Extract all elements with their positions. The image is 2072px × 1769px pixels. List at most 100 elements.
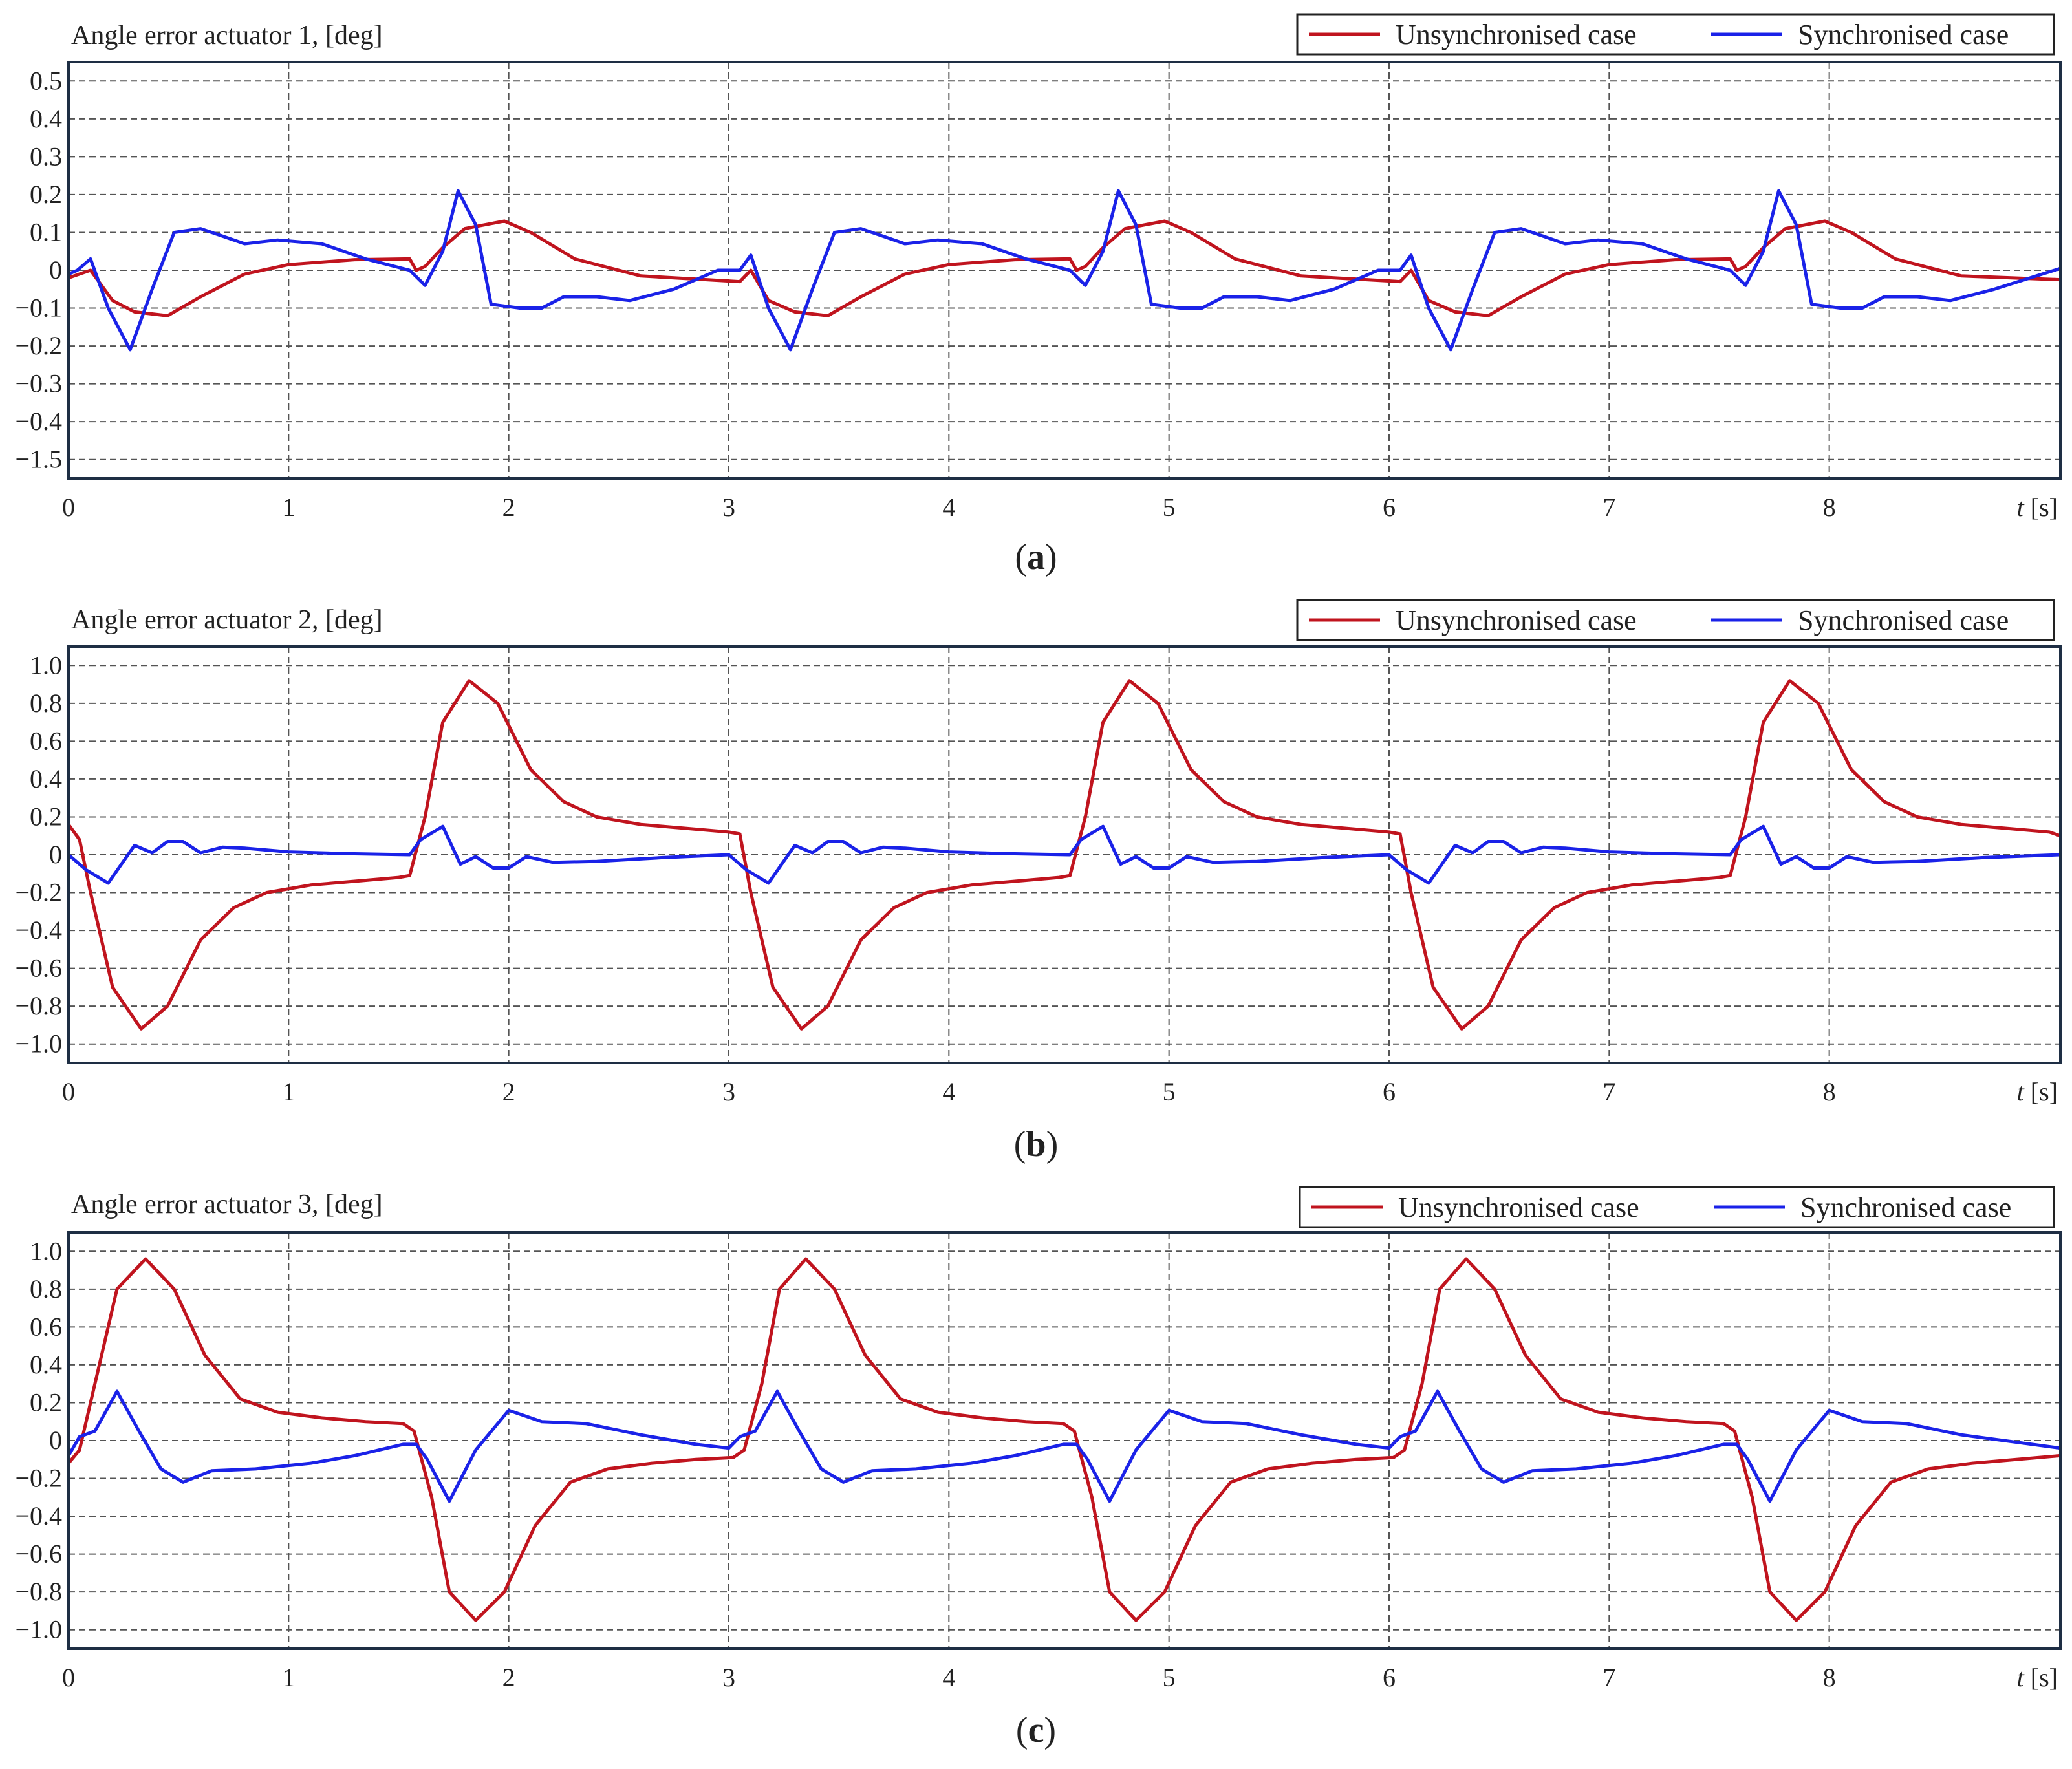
legend: Unsynchronised case Synchronised case [1299,1186,2055,1228]
y-tick-label: 0 [49,255,62,284]
y-tick-label: 0.6 [30,1312,62,1341]
caption-paren-open: ( [1016,1710,1028,1750]
caption-letter: c [1028,1710,1044,1750]
series-line-synchronised [67,824,2062,885]
x-tick-label: 5 [1163,1077,1176,1106]
series-line-unsynchronised [67,219,2062,317]
y-tick-label: −0.2 [15,1464,62,1493]
x-tick-label: 2 [502,493,515,522]
panel-caption: (b) [1014,1124,1058,1164]
y-tick-label: −0.6 [15,1539,62,1569]
y-tick-label: 0.2 [30,1388,62,1417]
x-tick-label: 3 [722,1077,735,1106]
x-tick-label: 8 [1823,493,1836,522]
y-tick-label: 0.8 [30,1274,62,1303]
caption-letter: b [1026,1124,1046,1164]
legend-box [1299,1186,2055,1228]
y-tick-label: 0 [49,840,62,869]
chart-panel-1: 0.50.40.30.20.10−0.1−0.2−0.3−0.4−1.50 1 2 3… [15,13,2062,577]
x-tick-label: 1 [282,1077,295,1106]
legend-label-synchronised: Synchronised case [1800,1192,2011,1223]
x-tick-label: 6 [1383,1077,1396,1106]
x-tick-label: 4 [942,1077,955,1106]
x-tick-label: 4 [942,1663,955,1692]
plot-frame [67,1231,2062,1650]
panel-caption: (c) [1016,1710,1056,1750]
x-tick-label: 6 [1383,493,1396,522]
plot-frame [67,645,2062,1064]
legend-box [1296,13,2055,56]
legend-label-synchronised: Synchronised case [1798,605,2009,636]
y-tick-label: 0.5 [30,66,62,95]
series-line-unsynchronised [67,1257,2062,1622]
x-axis-unit: [s] [2024,493,2058,522]
y-tick-label: −0.3 [15,369,62,398]
y-tick-label: −0.8 [15,1577,62,1606]
series-line-synchronised [67,1389,2062,1503]
caption-letter: a [1027,537,1045,577]
legend: Unsynchronised case Synchronised case [1296,13,2055,56]
x-tick-label: 4 [942,493,955,522]
legend-label-unsynchronised: Unsynchronised case [1396,19,1637,50]
x-tick-label: 7 [1603,493,1615,522]
y-tick-label: 0.4 [30,1350,62,1379]
y-tick-label: −0.2 [15,878,62,907]
y-tick-label: −0.4 [15,1501,62,1530]
x-tick-label: 2 [502,1663,515,1692]
y-tick-label: 0 [49,1426,62,1455]
chart-panel-2: 1.00.80.60.40.20−0.2−0.4−0.6−0.8−1.00 1 2 3… [15,599,2062,1164]
panel-caption: (a) [1015,537,1057,577]
x-tick-label: 5 [1163,1663,1176,1692]
caption-paren-close: ) [1044,1710,1056,1750]
y-tick-label: −0.8 [15,991,62,1020]
x-tick-label: 7 [1603,1077,1615,1106]
x-axis-unit: [s] [2024,1663,2058,1692]
x-axis-variable: t [2017,1663,2025,1692]
x-tick-label: 8 [1823,1077,1836,1106]
y-tick-label: 1.0 [30,1236,62,1265]
series-line-synchronised [67,189,2062,352]
y-tick-label: 0.2 [30,180,62,209]
caption-paren-close: ) [1045,537,1057,577]
x-tick-label: 2 [502,1077,515,1106]
y-tick-label: 0.4 [30,764,62,793]
x-axis-unit: [s] [2024,1077,2058,1106]
y-tick-label: −0.6 [15,954,62,983]
plot-frame [67,61,2062,480]
chart-title: Angle error actuator 3, [deg] [71,1190,383,1219]
x-axis-variable: t [2017,493,2025,522]
y-tick-label: 0.8 [30,689,62,718]
x-tick-label: 6 [1383,1663,1396,1692]
x-tick-label: 1 [282,493,295,522]
x-axis-variable: t [2017,1077,2025,1106]
x-tick-label: 3 [722,1663,735,1692]
x-axis-label: t [s] [2017,1077,2058,1106]
y-tick-label: 0.1 [30,217,62,246]
x-tick-label: 0 [62,1077,75,1106]
legend-label-unsynchronised: Unsynchronised case [1396,605,1637,636]
y-tick-label: 0.6 [30,726,62,755]
x-tick-label: 0 [62,493,75,522]
caption-paren-open: ( [1014,1124,1026,1164]
y-tick-label: 1.0 [30,650,62,680]
x-tick-label: 0 [62,1663,75,1692]
legend-label-unsynchronised: Unsynchronised case [1398,1192,1639,1223]
caption-paren-open: ( [1015,537,1027,577]
legend-label-synchronised: Synchronised case [1798,19,2009,50]
y-tick-label: 0.3 [30,142,62,171]
caption-paren-close: ) [1046,1124,1059,1164]
chart-title: Angle error actuator 2, [deg] [71,605,383,635]
chart-title: Angle error actuator 1, [deg] [71,21,383,50]
x-tick-label: 8 [1823,1663,1836,1692]
y-tick-label: −0.4 [15,916,62,945]
x-tick-label: 5 [1163,493,1176,522]
chart-panel-3: 1.00.80.60.40.20−0.2−0.4−0.6−0.8−1.00 1 2 3… [15,1186,2062,1750]
y-tick-label: −0.1 [15,294,62,323]
x-tick-label: 3 [722,493,735,522]
y-tick-label: −1.0 [15,1615,62,1644]
legend-box [1296,599,2055,641]
y-tick-label: −0.2 [15,331,62,360]
y-tick-label: 0.4 [30,104,62,133]
x-axis-label: t [s] [2017,493,2058,522]
